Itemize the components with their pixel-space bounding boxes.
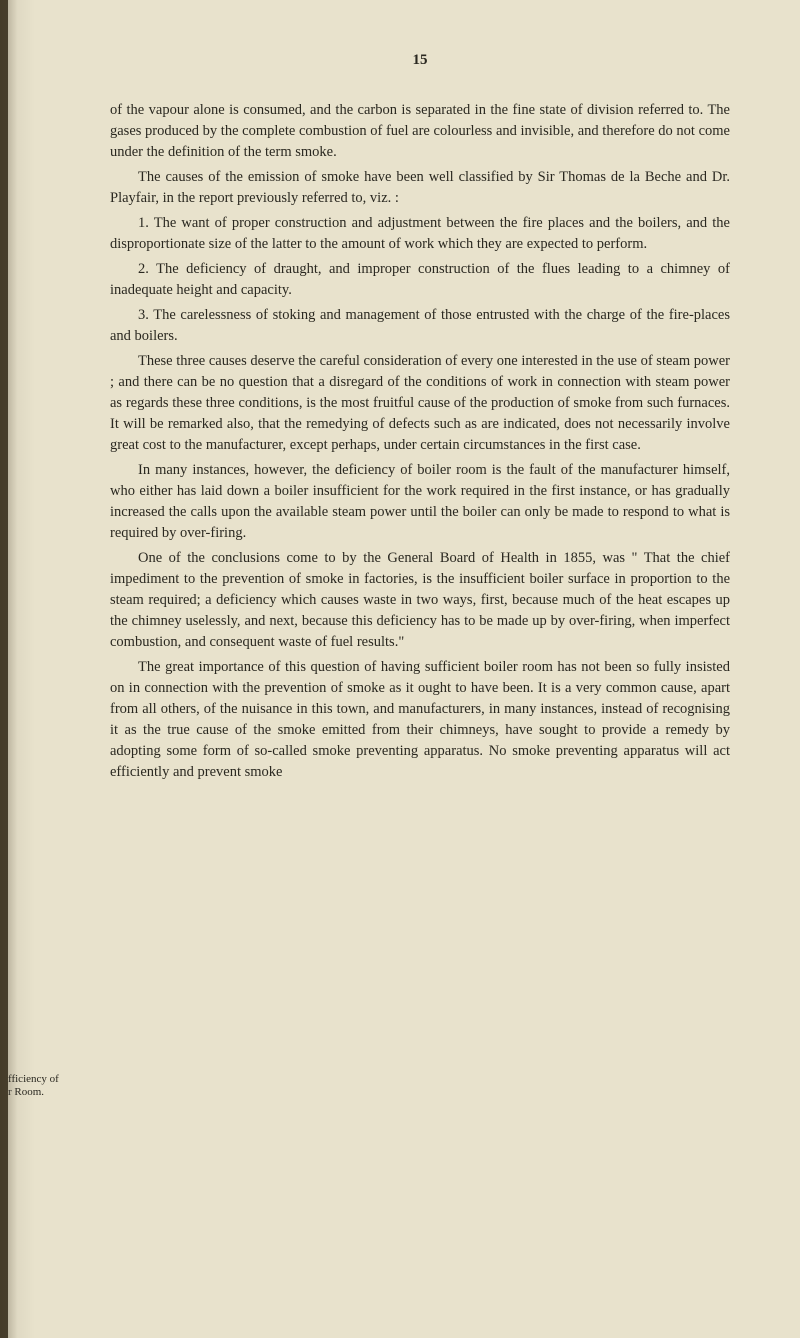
margin-note-line2: r Room.	[8, 1086, 44, 1098]
paragraph-1: of the vapour alone is consumed, and the…	[110, 100, 730, 163]
binding-shadow	[0, 0, 35, 1338]
paragraph-3: 1. The want of proper construction and a…	[110, 213, 730, 255]
margin-note: fficiency of r Room.	[8, 1073, 83, 1099]
page-number: 15	[110, 50, 730, 72]
margin-note-line1: fficiency of	[8, 1073, 59, 1085]
paragraph-7: In many instances, however, the deficien…	[110, 460, 730, 544]
paragraph-4: 2. The deficiency of draught, and improp…	[110, 259, 730, 301]
page-content: 15 of the vapour alone is consumed, and …	[0, 0, 800, 827]
paragraph-5: 3. The carelessness of stoking and manag…	[110, 305, 730, 347]
paragraph-6: These three causes deserve the careful c…	[110, 351, 730, 456]
paragraph-9: The great importance of this question of…	[110, 657, 730, 783]
paragraph-8: One of the conclusions come to by the Ge…	[110, 548, 730, 653]
paragraph-2: The causes of the emission of smoke have…	[110, 167, 730, 209]
